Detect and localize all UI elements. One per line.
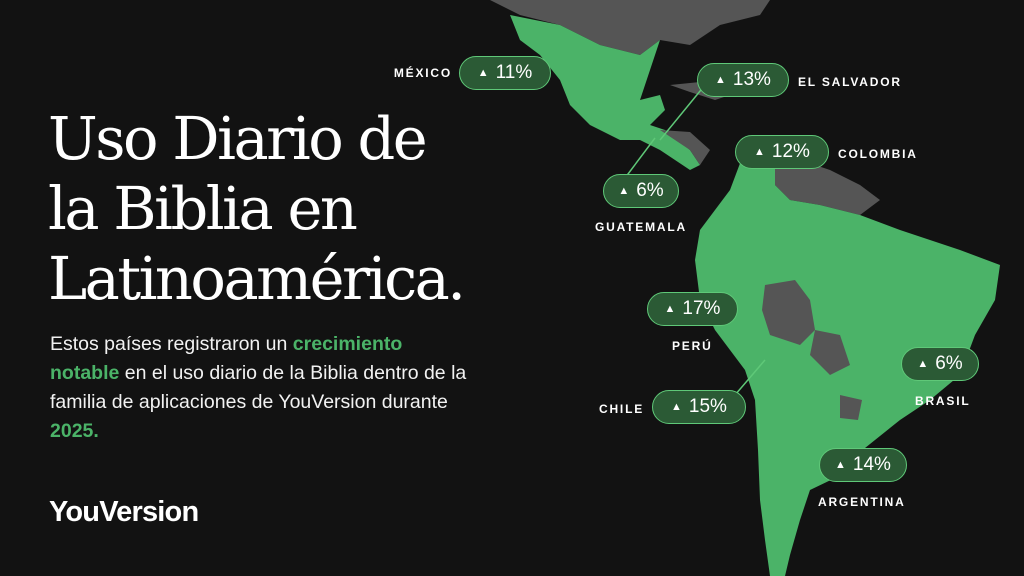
badge-chile: ▲ 15%	[652, 390, 746, 424]
growth-value: 13%	[732, 69, 771, 90]
usa-shape	[490, 0, 770, 55]
central-america-gray-shape	[660, 130, 710, 165]
up-triangle-icon: ▲	[917, 358, 929, 370]
up-triangle-icon: ▲	[754, 146, 765, 158]
up-triangle-icon: ▲	[664, 303, 676, 315]
description-text: Estos países registraron un	[50, 333, 293, 355]
chile-leader-line	[734, 359, 766, 396]
page-title: Uso Diario de la Biblia en Latinoamérica…	[48, 104, 528, 314]
youversion-logo: YouVersion	[49, 496, 199, 528]
growth-value: 15%	[688, 396, 727, 417]
growth-value: 6%	[636, 180, 664, 201]
badge-peru: ▲ 17%	[647, 292, 738, 326]
badge-guatemala: ▲ 6%	[603, 174, 679, 208]
mexico-central-america-shape	[510, 15, 700, 170]
badge-mexico: ▲ 11%	[459, 56, 551, 90]
paraguay-shape	[810, 330, 850, 375]
venezuela-guyanas-shape	[775, 160, 880, 215]
growth-value: 17%	[682, 298, 721, 319]
el-salvador-leader-line	[659, 84, 706, 141]
highlight-text: crecimiento notable	[50, 333, 403, 384]
uruguay-shape	[840, 395, 862, 420]
label-chile: CHILE	[599, 402, 644, 416]
up-triangle-icon: ▲	[835, 459, 846, 471]
label-guatemala: GUATEMALA	[595, 220, 687, 234]
label-colombia: COLOMBIA	[838, 147, 918, 161]
title-line: Uso Diario de	[48, 104, 428, 173]
up-triangle-icon: ▲	[618, 185, 630, 197]
label-brasil: BRASIL	[915, 394, 971, 408]
growth-value: 11%	[495, 62, 533, 83]
title-line: Latinoamérica.	[48, 244, 466, 313]
badge-argentina: ▲ 14%	[819, 448, 907, 482]
label-el-salvador: EL SALVADOR	[798, 75, 902, 89]
label-peru: PERÚ	[672, 339, 713, 353]
badge-brasil: ▲ 6%	[901, 347, 979, 381]
description: Estos países registraron un crecimiento …	[50, 330, 470, 446]
growth-value: 6%	[935, 353, 963, 374]
growth-value: 14%	[852, 454, 891, 475]
description-text: en el uso diario de la Biblia dentro de …	[50, 362, 467, 413]
up-triangle-icon: ▲	[671, 401, 682, 413]
growth-value: 12%	[771, 141, 810, 162]
guatemala-leader-line	[624, 137, 656, 179]
bolivia-shape	[762, 280, 815, 345]
highlight-year: 2025.	[50, 420, 99, 442]
title-line: la Biblia en	[48, 174, 358, 243]
label-argentina: ARGENTINA	[818, 495, 906, 509]
badge-el-salvador: ▲ 13%	[697, 63, 789, 97]
up-triangle-icon: ▲	[715, 74, 726, 86]
label-mexico: MÉXICO	[393, 66, 452, 80]
up-triangle-icon: ▲	[477, 67, 489, 79]
badge-colombia: ▲ 12%	[735, 135, 829, 169]
